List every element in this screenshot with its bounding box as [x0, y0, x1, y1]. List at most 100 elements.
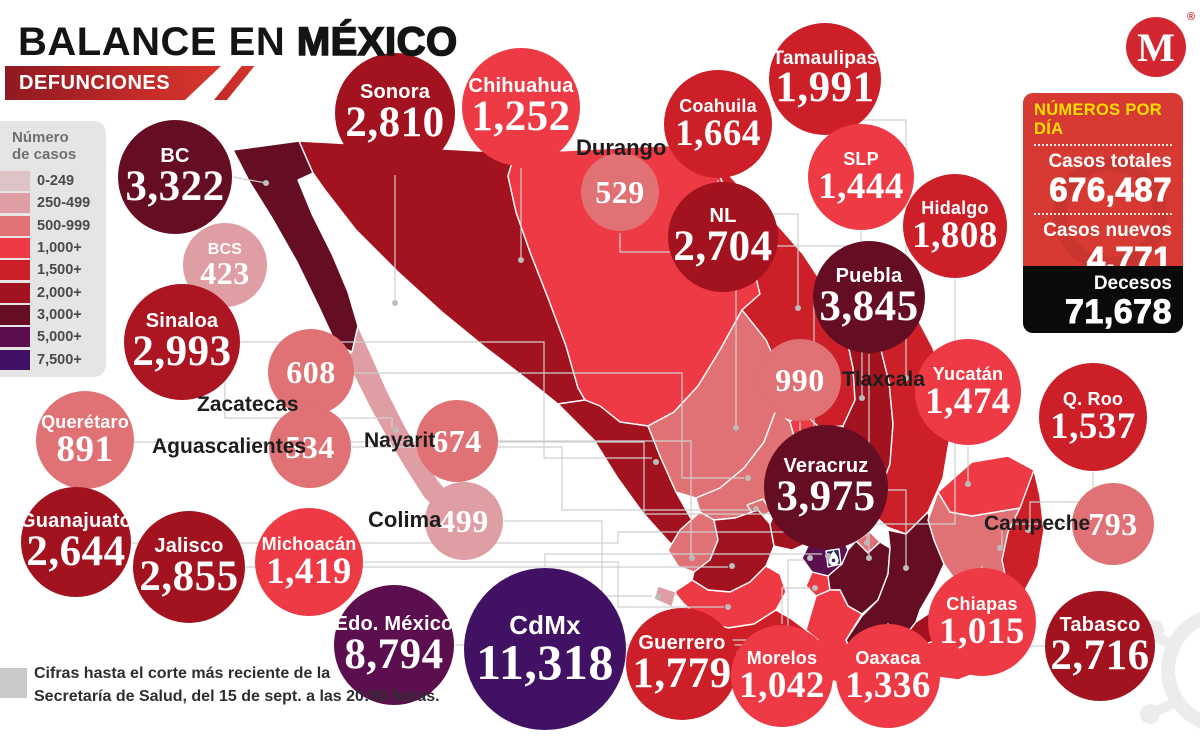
- legend-swatch: [0, 260, 30, 281]
- state-bubble-guanajuato: Guanajuato 2,644: [20, 487, 132, 597]
- state-value: 11,318: [476, 633, 614, 690]
- legend-label: 5,000+: [37, 329, 82, 346]
- state-label-aguascalientes: Aguascalientes: [152, 435, 307, 458]
- state-name: Veracruz: [783, 455, 869, 478]
- daily-numbers-red-section: NÚMEROS POR DÍA Casos totales 676,487 Ca…: [1023, 93, 1183, 266]
- state-bubble-chiapas: Chiapas 1,015: [928, 568, 1036, 676]
- legend-label: 3,000+: [37, 306, 82, 323]
- state-bubble-edomex: Edo. México 8,794: [334, 585, 454, 705]
- footnote-line1: Cifras hasta el corte más reciente de la: [34, 665, 331, 682]
- state-name: Yucatán: [932, 364, 1004, 385]
- daily-numbers-panel: NÚMEROS POR DÍA Casos totales 676,487 Ca…: [1023, 93, 1183, 333]
- page-title-highlight: MÉXICO: [296, 19, 458, 65]
- state-bubble-sonora: Sonora 2,810: [335, 53, 455, 173]
- state-bubble-slp: SLP 1,444: [808, 124, 914, 230]
- page-title: BALANCE EN MÉXICO: [18, 19, 458, 65]
- state-name: Hidalgo: [921, 198, 989, 219]
- state-value: 1,336: [845, 664, 931, 706]
- state-name: CdMx: [509, 609, 581, 640]
- state-bubble-nl: NL 2,704: [668, 182, 778, 292]
- state-name: Tabasco: [1059, 614, 1141, 637]
- state-bubble-hidalgo: Hidalgo 1,808: [903, 174, 1007, 278]
- legend-item: 5,000+: [0, 326, 106, 348]
- legend-item: 1,500+: [0, 259, 106, 281]
- state-value: 2,704: [673, 222, 773, 270]
- state-name: Guerrero: [638, 632, 726, 655]
- state-bubble-oaxaca: Oaxaca 1,336: [836, 624, 940, 728]
- state-bubble-chihuahua: Chihuahua 1,252: [462, 48, 580, 166]
- state-label-colima: Colima: [368, 507, 442, 532]
- state-bubble-campeche: 793: [1072, 483, 1154, 565]
- legend-swatch: [0, 304, 30, 325]
- state-name: Q. Roo: [1062, 389, 1124, 410]
- milenio-logo: M: [1126, 17, 1186, 77]
- state-value: 534: [285, 428, 335, 465]
- legend-swatch: [0, 327, 30, 348]
- registered-mark: ®: [1187, 11, 1196, 23]
- legend-swatch: [0, 282, 30, 303]
- legend-item: 500-999: [0, 215, 106, 237]
- state-label-tlaxcala: Tlaxcala: [842, 368, 925, 391]
- state-name: Michoacán: [261, 534, 357, 555]
- state-bubble-cdmx: CdMx 11,318: [464, 568, 626, 730]
- state-label-zacatecas: Zacatecas: [197, 393, 299, 416]
- state-name: Puebla: [835, 265, 903, 288]
- state-bubble-queretaro: Querétaro 891: [36, 391, 134, 489]
- legend-item: 1,000+: [0, 237, 106, 259]
- daily-numbers-header: NÚMEROS POR DÍA: [1034, 101, 1162, 138]
- state-name: Sinaloa: [145, 310, 219, 333]
- state-value: 1,808: [912, 214, 998, 256]
- state-bubble-puebla: Puebla 3,845: [813, 241, 925, 353]
- state-name: Coahuila: [679, 96, 757, 117]
- state-bubble-veracruz: Veracruz 3,975: [764, 425, 888, 549]
- state-bubble-tamaulipas: Tamaulipas 1,991: [769, 23, 881, 135]
- state-bubble-colima: 499: [425, 482, 503, 560]
- defunciones-badge: DEFUNCIONES: [5, 66, 221, 100]
- casos-nuevos-label: Casos nuevos: [1043, 219, 1172, 241]
- map-connector-lines: [132, 119, 1094, 658]
- state-value: 1,419: [266, 550, 352, 592]
- state-bubble-qroo: Q. Roo 1,537: [1039, 363, 1147, 471]
- legend-item: 0-249: [0, 170, 106, 192]
- legend-panel: Número de casos 0-249 250-499 500-999 1,…: [0, 121, 106, 377]
- state-value: 3,322: [125, 162, 225, 210]
- state-name: Edo. México: [334, 613, 454, 636]
- footnote-bullet-square: [0, 668, 27, 698]
- state-bubble-guerrero: Guerrero 1,779: [626, 608, 738, 720]
- decesos-value: 71,678: [1065, 293, 1173, 331]
- virus-watermark-icon: [1140, 611, 1200, 729]
- state-value: 1,474: [925, 380, 1011, 422]
- state-label-nayarit: Nayarit: [364, 429, 436, 452]
- legend-label: 7,500+: [37, 351, 82, 368]
- state-name: Morelos: [746, 648, 818, 669]
- legend-title-line1: Número: [12, 129, 69, 146]
- legend-item: 2,000+: [0, 281, 106, 303]
- legend-title-line2: de casos: [12, 146, 77, 163]
- state-bubble-jalisco: Jalisco 2,855: [133, 511, 245, 623]
- state-value: 990: [775, 361, 825, 398]
- state-shape-tamaulipas: [860, 293, 951, 535]
- legend-item: 7,500+: [0, 348, 106, 370]
- casos-nuevos-value: 4,771: [1086, 239, 1172, 266]
- cdmx-emblem-center: [831, 558, 836, 563]
- state-value: 423: [200, 254, 250, 291]
- state-name: NL: [709, 205, 737, 228]
- casos-totales-label: Casos totales: [1048, 151, 1172, 172]
- state-value: 529: [595, 173, 645, 210]
- decesos-section: Decesos 71,678: [1023, 266, 1183, 333]
- legend-label: 500-999: [37, 217, 91, 234]
- state-bubble-morelos: Morelos 1,042: [731, 625, 833, 727]
- state-value: 891: [56, 428, 114, 470]
- state-value: 8,794: [344, 630, 444, 678]
- state-value: 499: [439, 502, 489, 539]
- state-name: BC: [160, 145, 190, 168]
- state-value: 1,015: [939, 610, 1025, 652]
- state-value: 1,664: [675, 112, 761, 154]
- state-bubble-sinaloa: Sinaloa 2,993: [124, 284, 240, 400]
- state-value: 1,252: [471, 92, 571, 140]
- state-bubble-michoacan: Michoacán 1,419: [255, 508, 363, 616]
- legend-swatch: [0, 193, 30, 214]
- state-bubble-aguascalientes: 534: [269, 406, 351, 488]
- state-name: Querétaro: [41, 412, 129, 433]
- state-bubble-tabasco: Tabasco 2,716: [1045, 591, 1155, 701]
